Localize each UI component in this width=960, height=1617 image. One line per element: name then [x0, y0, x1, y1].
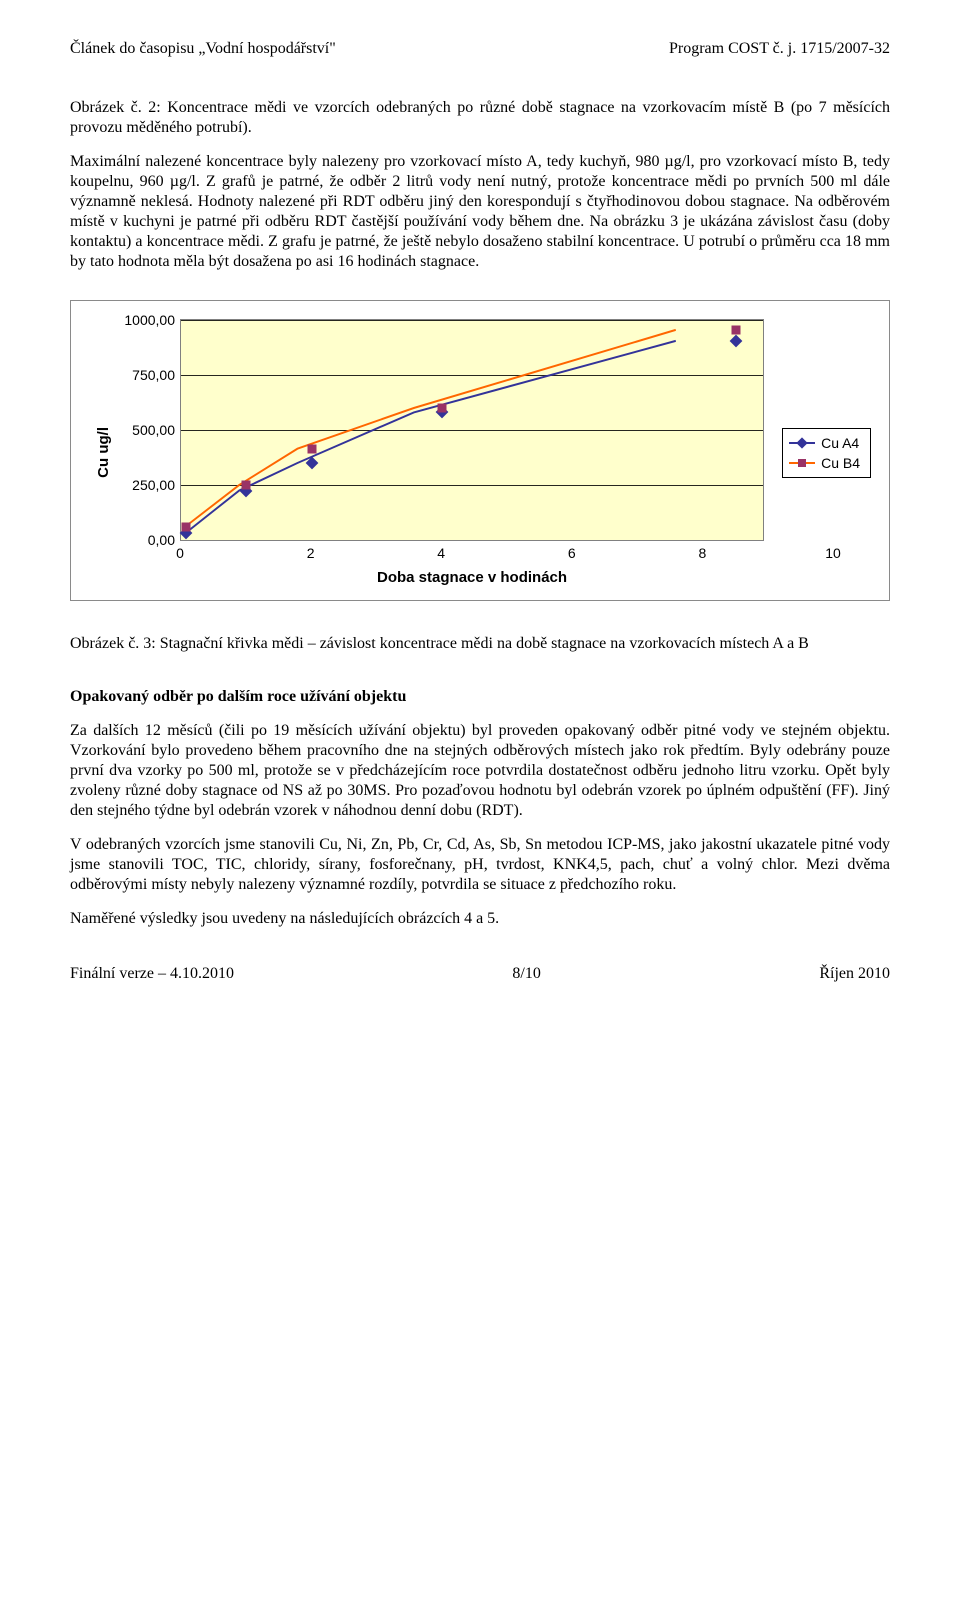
- figure3-caption: Obrázek č. 3: Stagnační křivka mědi – zá…: [70, 635, 890, 653]
- chart-xtick: 0: [176, 545, 184, 561]
- chart-marker: [732, 325, 741, 334]
- footer-left: Finální verze – 4.10.2010: [70, 965, 234, 983]
- legend-label: Cu B4: [821, 455, 860, 471]
- chart-legend: Cu A4 Cu B4: [782, 428, 871, 478]
- chart-xtick: 6: [568, 545, 576, 561]
- chart-ylabel: Cu ug/l: [95, 427, 112, 478]
- section-repeated-sampling: Opakovaný odběr po dalším roce užívání o…: [70, 687, 890, 929]
- header-right: Program COST č. j. 1715/2007-32: [669, 40, 890, 58]
- chart-xtick: 8: [698, 545, 706, 561]
- chart-xtick-labels: 0246810: [180, 545, 764, 565]
- paragraph-4: V odebraných vzorcích jsme stanovili Cu,…: [70, 835, 890, 895]
- chart-marker: [181, 522, 190, 531]
- legend-label: Cu A4: [821, 435, 859, 451]
- chart-ytick: 500,00: [132, 422, 175, 438]
- chart-xtick: 10: [825, 545, 841, 561]
- chart-marker: [242, 481, 251, 490]
- chart-xlabel: Doba stagnace v hodinách: [180, 569, 764, 586]
- chart-ytick: 750,00: [132, 367, 175, 383]
- chart-series-line: [185, 330, 676, 527]
- chart-marker: [438, 404, 447, 413]
- legend-item: Cu A4: [789, 433, 860, 453]
- chart-ytick: 250,00: [132, 477, 175, 493]
- stagnation-chart: Cu ug/l 0,00 250,00 500,00 750,00 1000,00 0 2…: [70, 300, 890, 601]
- chart-series-line: [185, 341, 676, 534]
- chart-xtick: 2: [307, 545, 315, 561]
- paragraph-5: Naměřené výsledky jsou uvedeny na násled…: [70, 909, 890, 929]
- figure2-caption: Obrázek č. 2: Koncentrace mědi ve vzorcí…: [70, 98, 890, 138]
- paragraph-3: Za dalších 12 měsíců (čili po 19 měsícíc…: [70, 721, 890, 821]
- section-title: Opakovaný odběr po dalším roce užívání o…: [70, 688, 406, 705]
- paragraph-main: Maximální nalezené koncentrace byly nale…: [70, 152, 890, 272]
- body-text: Obrázek č. 2: Koncentrace mědi ve vzorcí…: [70, 98, 890, 272]
- chart-ytick: 1000,00: [124, 312, 175, 328]
- chart-xtick: 4: [437, 545, 445, 561]
- footer-right: Říjen 2010: [819, 965, 890, 983]
- page-header: Článek do časopisu „Vodní hospodářství" …: [70, 40, 890, 58]
- chart-ytick-labels: 0,00 250,00 500,00 750,00 1000,00: [119, 312, 175, 548]
- footer-center: 8/10: [512, 965, 540, 983]
- chart-ytick: 0,00: [148, 532, 175, 548]
- legend-item: Cu B4: [789, 453, 860, 473]
- chart-marker: [307, 444, 316, 453]
- header-left: Článek do časopisu „Vodní hospodářství": [70, 40, 336, 58]
- chart-plot-area: 0,00250,00500,00750,001000,00: [180, 319, 764, 541]
- page-footer: Finální verze – 4.10.2010 8/10 Říjen 201…: [70, 965, 890, 983]
